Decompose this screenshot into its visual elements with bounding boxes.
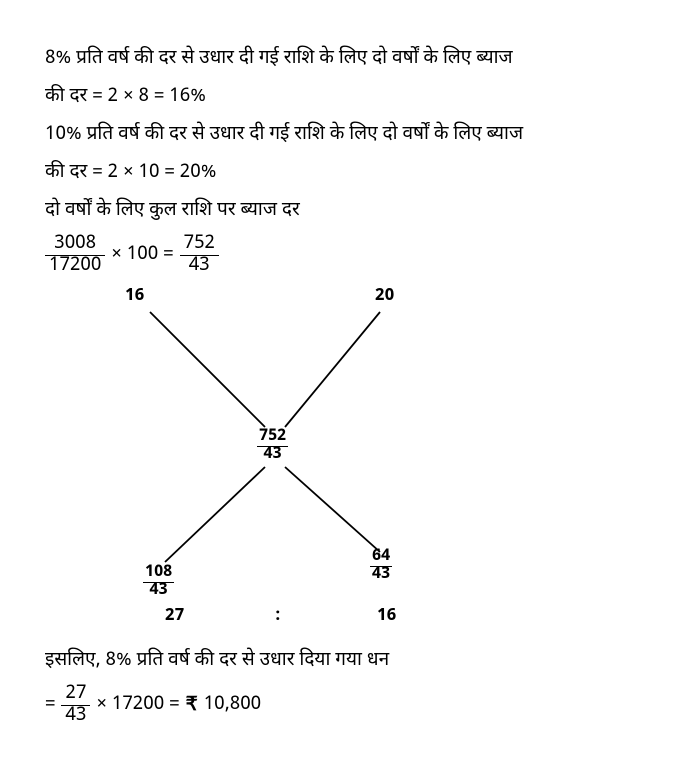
diag-center-frac: 752 43 [257, 429, 288, 464]
diag-ratio-right: 16 [377, 607, 396, 626]
fraction-27-43: 27 43 [61, 684, 90, 727]
diag-top-right: 20 [375, 287, 394, 306]
eq2-suffix: × 17200 = [96, 686, 179, 724]
eq-mid: × 100 = [111, 236, 173, 274]
diag-top-left: 16 [125, 287, 144, 306]
denominator: 43 [61, 706, 90, 727]
equation-2: = 27 43 × 17200 = ₹ 10,800 [45, 684, 632, 727]
diag-bottom-right-frac: 64 43 [370, 549, 392, 584]
fraction-3008-17200: 3008 17200 [45, 234, 105, 277]
text-line-6: इसलिए, 8% प्रति वर्ष की दर से उधार दिया … [45, 642, 632, 680]
equation-1: 3008 17200 × 100 = 752 43 [45, 234, 632, 277]
eq2-prefix: = [45, 686, 55, 724]
denominator: 43 [257, 447, 288, 464]
text-line-3: 10% प्रति वर्ष की दर से उधार दी गई राशि … [45, 116, 632, 154]
denominator: 43 [180, 256, 219, 277]
alligation-diagram: 16 20 752 43 108 43 64 43 27 : 16 [105, 287, 465, 637]
rupee-icon: ₹ [186, 686, 198, 724]
denominator: 43 [143, 583, 174, 600]
denominator: 43 [370, 567, 392, 584]
text-line-4: की दर = 2 × 10 = 20% [45, 154, 632, 192]
diag-ratio-sep: : [275, 607, 281, 626]
diag-bottom-left-frac: 108 43 [143, 565, 174, 600]
text-line-1: 8% प्रति वर्ष की दर से उधार दी गई राशि क… [45, 40, 632, 78]
text-line-5: दो वर्षों के लिए कुल राशि पर ब्याज दर [45, 192, 632, 230]
diag-ratio-left: 27 [165, 607, 184, 626]
eq2-result: 10,800 [204, 686, 261, 724]
denominator: 17200 [45, 256, 105, 277]
fraction-752-43: 752 43 [180, 234, 219, 277]
text-line-2: की दर = 2 × 8 = 16% [45, 78, 632, 116]
